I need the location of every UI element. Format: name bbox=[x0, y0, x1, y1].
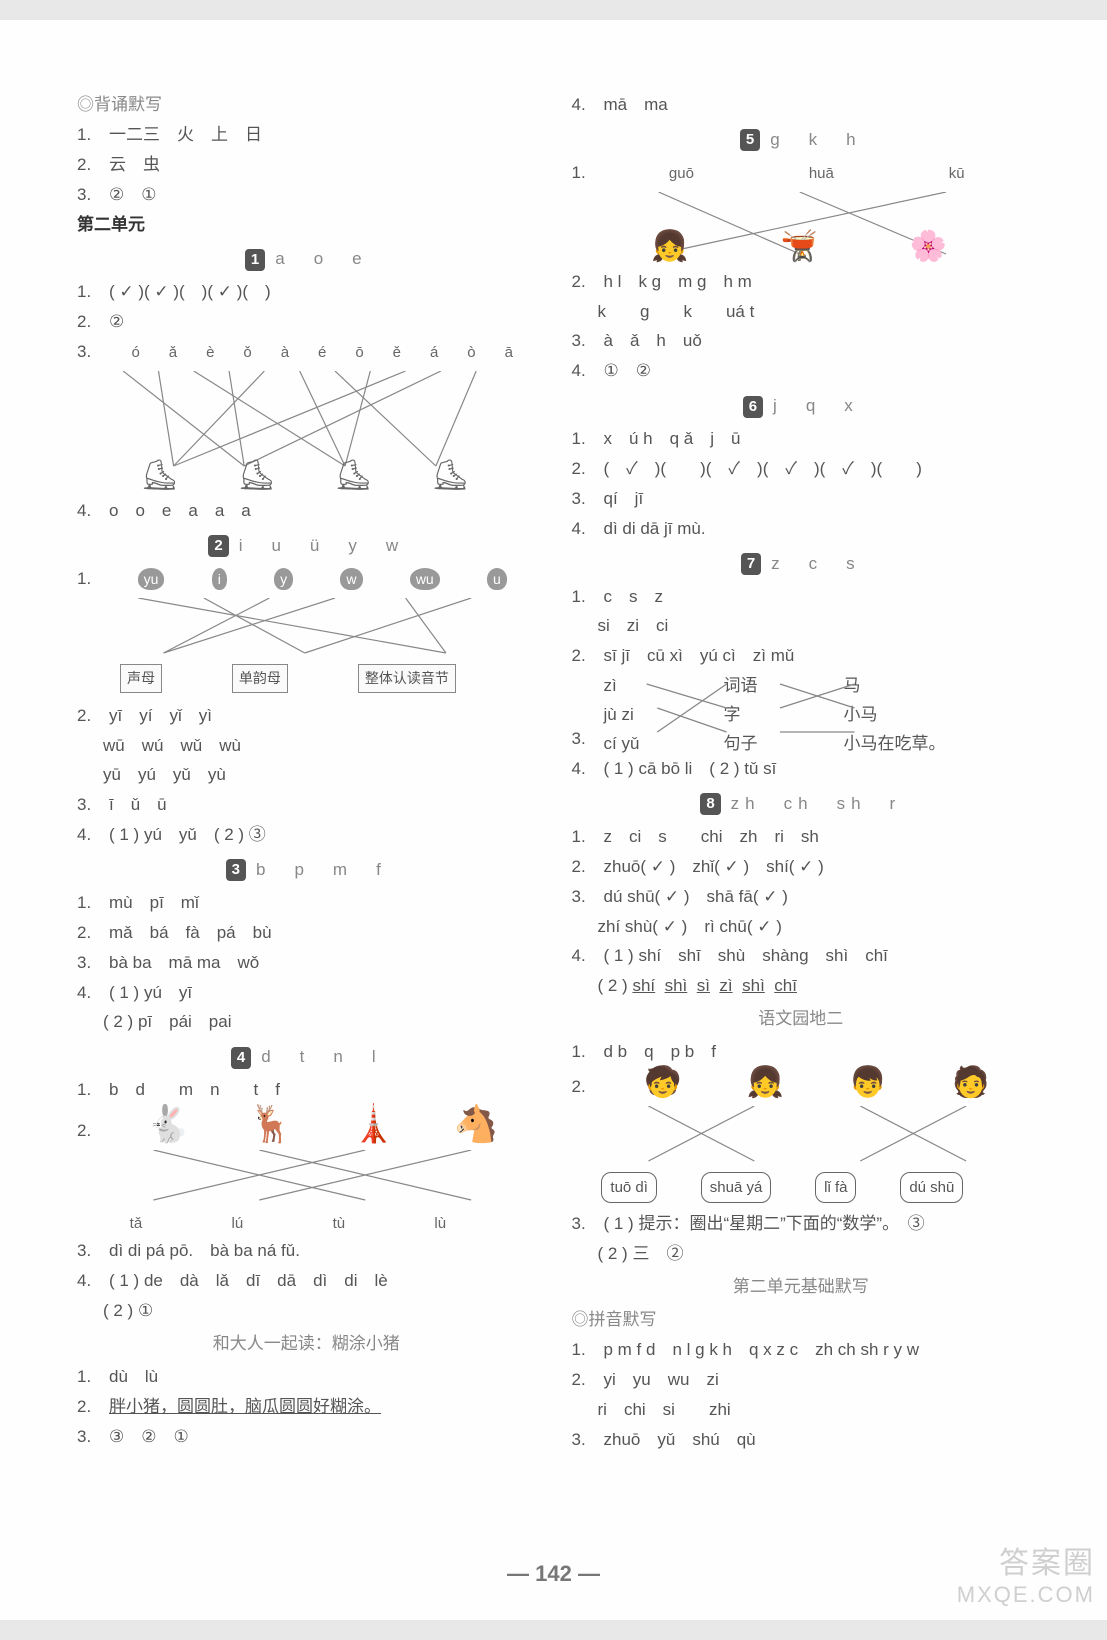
r-top4: 4.mā ma bbox=[572, 91, 1031, 120]
section-4-head: 4 d t n l bbox=[77, 1043, 536, 1072]
s3-4a: 4.( 1 ) yú yī bbox=[77, 979, 536, 1008]
watermark: 答案圈 MXQE.COM bbox=[957, 1546, 1095, 1608]
s7-2: 2.sī jī cū xì yú cì zì mǔ bbox=[572, 642, 1031, 671]
recite-3: 3.② ① bbox=[77, 181, 536, 210]
s7-4: 4.( 1 ) cā bō li ( 2 ) tǔ sī bbox=[572, 755, 1031, 784]
pot-icon: 🫕 bbox=[781, 232, 818, 262]
s8-4b: ( 2 ) shí shì sì zì shì chī bbox=[572, 972, 1031, 1001]
deer-icon: 🦌 bbox=[249, 1106, 294, 1142]
p-1: 1.p m f d n l g k h q x z c zh ch sh r y… bbox=[572, 1336, 1031, 1365]
recite-heading: ◎背诵默写 bbox=[77, 91, 536, 120]
s6-1: 1.x ú h q ǎ j ū bbox=[572, 425, 1031, 454]
recite-2: 2.云 虫 bbox=[77, 151, 536, 180]
g-3a: 3.( 1 ) 提示：圈出“星期二”下面的“数学”。 ③ bbox=[572, 1210, 1031, 1239]
s2-2c: yū yú yǔ yù bbox=[77, 761, 536, 790]
skater-icon: ⛸ bbox=[237, 461, 275, 491]
s5-2a: 2.h l k g m g h m bbox=[572, 268, 1031, 297]
s2-1: 1. yu i y w wu u bbox=[77, 565, 536, 594]
story-1: 1.dù lù bbox=[77, 1363, 536, 1392]
g-diagram bbox=[598, 1106, 1001, 1166]
s8-4a: 4.( 1 ) shí shī shù shàng shì chī bbox=[572, 942, 1031, 971]
right-column: 4.mā ma 5 g k h 1. guō huā kū 👧 🫕 🌸 2. bbox=[554, 90, 1043, 1570]
s6-4: 4.dì di dā jī mù. bbox=[572, 515, 1031, 544]
s7-1b: si zi ci bbox=[572, 612, 1031, 641]
story-3: 3.③ ② ① bbox=[77, 1423, 536, 1452]
skater-icon: ⛸ bbox=[334, 461, 372, 491]
girl-icon: 👧 bbox=[651, 232, 688, 262]
page: ◎背诵默写 1.一二三 火 上 日 2.云 虫 3.② ① 第二单元 1 a o… bbox=[0, 20, 1107, 1620]
s4-3: 3.dì di pá pō. bà ba ná fǔ. bbox=[77, 1237, 536, 1266]
s5-1-top: 1. guō huā kū bbox=[572, 159, 1031, 188]
s3-4b: ( 2 ) pī pái pai bbox=[77, 1008, 536, 1037]
s5-diagram: 👧 🫕 🌸 bbox=[598, 192, 1001, 262]
section-7-head: 7 z c s bbox=[572, 550, 1031, 579]
s3-3: 3.bà ba mā ma wǒ bbox=[77, 949, 536, 978]
s2-boxes: 声母 单韵母 整体认读音节 bbox=[77, 664, 499, 694]
page-number: — 142 — bbox=[0, 1555, 1107, 1592]
g-1: 1.d b q p b f bbox=[572, 1038, 1031, 1067]
s5-4: 4.① ② bbox=[572, 357, 1031, 386]
s2-2b: wū wú wǔ wù bbox=[77, 732, 536, 761]
child-icon: 🧑 bbox=[952, 1068, 989, 1098]
g-2-bottom: tuō dì shuā yá lǐ fà dú shū bbox=[572, 1172, 994, 1204]
story-2: 2.胖小猪，圆圆肚，脑瓜圆圆好糊涂。 bbox=[77, 1393, 536, 1422]
s2-3: 3.ī ǔ ū bbox=[77, 791, 536, 820]
flower-icon: 🌸 bbox=[910, 232, 947, 262]
skater-icon: ⛸ bbox=[140, 461, 178, 491]
g-2-top: 2. 🧒 👧 👦 🧑 bbox=[572, 1068, 1031, 1102]
story-heading: 和大人一起读：糊涂小猪 bbox=[77, 1330, 536, 1359]
section-1-head: 1 a o e bbox=[77, 245, 536, 274]
skater-icon: ⛸ bbox=[431, 461, 469, 491]
pinyin-heading: ◎拼音默写 bbox=[572, 1306, 1031, 1335]
s4-2-bottom: tǎ lú tù lù bbox=[77, 1211, 499, 1237]
donkey-icon: 🐴 bbox=[454, 1106, 499, 1142]
s5-3: 3.à ǎ h uǒ bbox=[572, 327, 1031, 356]
s2-diagram bbox=[103, 598, 506, 658]
left-column: ◎背诵默写 1.一二三 火 上 日 2.云 虫 3.② ① 第二单元 1 a o… bbox=[65, 90, 554, 1570]
s3-2: 2.mǎ bá fà pá bù bbox=[77, 919, 536, 948]
p-2a: 2.yi yu wu zi bbox=[572, 1366, 1031, 1395]
recite-1: 1.一二三 火 上 日 bbox=[77, 121, 536, 150]
s1-diagram: ⛸ ⛸ ⛸ ⛸ bbox=[103, 371, 506, 491]
s1-1: 1.( ✓ )( ✓ )( )( ✓ )( ) bbox=[77, 278, 536, 307]
s8-1: 1.z ci s chi zh ri sh bbox=[572, 823, 1031, 852]
g-3b: ( 2 ) 三 ② bbox=[572, 1240, 1031, 1269]
section-2-head: 2 i u ü y w bbox=[77, 532, 536, 561]
s4-diagram bbox=[103, 1150, 506, 1205]
s8-3b: zhí shù( ✓ ) rì chū( ✓ ) bbox=[572, 913, 1031, 942]
s1-4: 4.o o e a a a bbox=[77, 497, 536, 526]
s7-1a: 1.c s z bbox=[572, 583, 1031, 612]
s1-3-top: 3. óǎèǒàéōěáòā bbox=[77, 338, 536, 367]
section-6-head: 6 j q x bbox=[572, 392, 1031, 421]
s3-1: 1.mù pī mǐ bbox=[77, 889, 536, 918]
unit2-heading: 第二单元 bbox=[77, 211, 536, 240]
section-8-head: 8 zh ch sh r bbox=[572, 790, 1031, 819]
p-3: 3.zhuō yǔ shú qù bbox=[572, 1426, 1031, 1455]
s8-3a: 3.dú shū( ✓ ) shā fā( ✓ ) bbox=[572, 883, 1031, 912]
s2-4: 4.( 1 ) yú yǔ ( 2 ) ③ bbox=[77, 821, 536, 850]
p-2b: ri chi si zhi bbox=[572, 1396, 1031, 1425]
s7-3: 3. zì jù zi cí yǔ 词语 字 句子 马 小马 小马在吃草。 bbox=[572, 672, 1031, 754]
garden-heading: 语文园地二 bbox=[572, 1005, 1031, 1034]
child-icon: 🧒 bbox=[644, 1068, 681, 1098]
s6-2: 2.( ✓ )( )( ✓ )( ✓ )( ✓ )( ) bbox=[572, 455, 1031, 484]
s4-2-top: 2. 🐇 🦌 🗼 🐴 bbox=[77, 1106, 536, 1146]
s4-4a: 4.( 1 ) de dà lǎ dī dā dì di lè bbox=[77, 1267, 536, 1296]
s1-2: 2.② bbox=[77, 308, 536, 337]
pagoda-icon: 🗼 bbox=[351, 1106, 396, 1142]
s4-1: 1.b d m n t f bbox=[77, 1076, 536, 1105]
section-5-head: 5 g k h bbox=[572, 126, 1031, 155]
section-3-head: 3 b p m f bbox=[77, 856, 536, 885]
s8-2: 2.zhuō( ✓ ) zhǐ( ✓ ) shí( ✓ ) bbox=[572, 853, 1031, 882]
s4-4b: ( 2 ) ① bbox=[77, 1297, 536, 1326]
basic-heading: 第二单元基础默写 bbox=[572, 1273, 1031, 1302]
s2-2a: 2.yī yí yǐ yì bbox=[77, 702, 536, 731]
s6-3: 3.qí jī bbox=[572, 485, 1031, 514]
rabbit-icon: 🐇 bbox=[146, 1106, 191, 1142]
child-icon: 👧 bbox=[747, 1068, 784, 1098]
child-icon: 👦 bbox=[849, 1068, 886, 1098]
s5-2b: k g k uá t bbox=[572, 298, 1031, 327]
